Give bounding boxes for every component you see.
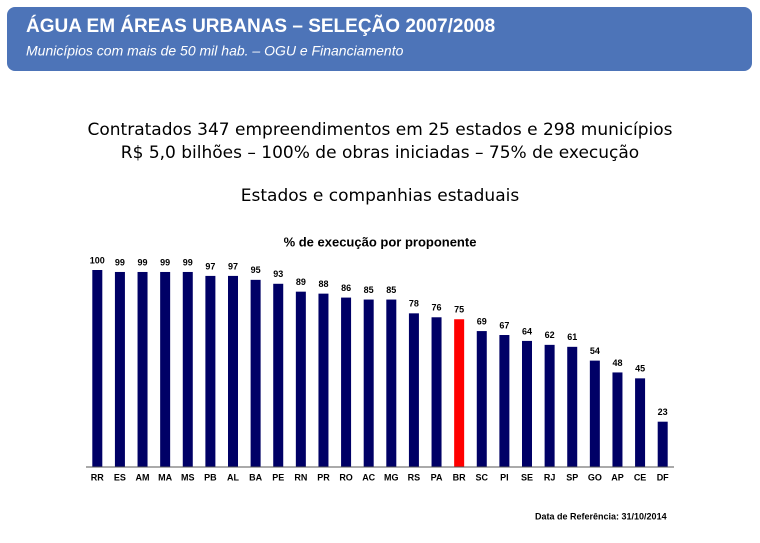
- x-tick-label: RO: [339, 472, 353, 482]
- header-title: ÁGUA EM ÁREAS URBANAS – SELEÇÃO 2007/200…: [26, 15, 495, 37]
- x-tick-label: PE: [272, 472, 284, 482]
- bar: [408, 313, 419, 467]
- value-label: 100: [90, 255, 105, 265]
- bar: [499, 335, 510, 467]
- bar: [318, 293, 329, 467]
- footnote: Data de Referência: 31/10/2014: [535, 511, 667, 521]
- x-tick-label: AL: [227, 472, 239, 482]
- value-label: 76: [432, 303, 442, 313]
- x-tick-label: CE: [634, 472, 647, 482]
- value-label: 48: [612, 358, 622, 368]
- value-label: 97: [228, 261, 238, 271]
- x-tick-label: RN: [294, 472, 307, 482]
- bar: [522, 340, 532, 467]
- value-label: 85: [386, 285, 396, 295]
- value-label: 78: [409, 299, 419, 309]
- summary-line: Contratados 347 empreendimentos em 25 es…: [88, 120, 673, 140]
- section-title: Estados e companhias estaduais: [241, 186, 520, 206]
- x-tick-label: MS: [181, 472, 195, 482]
- x-tick-label: AC: [362, 472, 375, 482]
- x-tick-label: PI: [500, 472, 509, 482]
- x-tick-label: MG: [384, 472, 399, 482]
- bar: [635, 378, 646, 467]
- value-label: 88: [318, 279, 328, 289]
- bar: [386, 299, 397, 467]
- value-label: 69: [477, 316, 487, 326]
- bar: [431, 317, 442, 467]
- value-label: 61: [567, 332, 577, 342]
- value-label: 62: [545, 330, 555, 340]
- x-tick-label: SC: [476, 472, 489, 482]
- bar: [476, 331, 487, 467]
- x-tick-label: RR: [91, 472, 104, 482]
- header-box: [7, 7, 752, 71]
- value-label: 86: [341, 283, 351, 293]
- bar: [544, 344, 555, 467]
- value-label: 54: [590, 346, 600, 356]
- x-tick-label: SE: [521, 472, 533, 482]
- chart-title: % de execução por proponente: [284, 234, 477, 249]
- value-label: 64: [522, 326, 532, 336]
- value-label: 45: [635, 364, 645, 374]
- value-label: 99: [138, 257, 148, 267]
- bar: [250, 279, 261, 467]
- bar: [160, 271, 171, 467]
- bar: [273, 283, 284, 467]
- bar: [567, 346, 578, 467]
- header-subtitle: Municípios com mais de 50 mil hab. – OGU…: [26, 43, 404, 59]
- x-tick-label: SP: [566, 472, 578, 482]
- bar: [612, 372, 623, 467]
- bar: [589, 360, 600, 467]
- x-tick-label: RJ: [544, 472, 556, 482]
- summary-line: R$ 5,0 bilhões – 100% de obras iniciadas…: [121, 143, 639, 163]
- x-tick-label: ES: [114, 472, 126, 482]
- x-tick-label: PB: [204, 472, 217, 482]
- bar: [137, 271, 148, 467]
- bar: [657, 421, 668, 467]
- x-tick-label: AP: [611, 472, 624, 482]
- x-tick-label: RS: [408, 472, 421, 482]
- x-tick-label: DF: [657, 472, 669, 482]
- value-label: 89: [296, 277, 306, 287]
- bar: [363, 299, 374, 467]
- bar: [205, 275, 216, 467]
- bar: [228, 275, 238, 467]
- value-label: 93: [273, 269, 283, 279]
- bar: [454, 319, 465, 467]
- x-tick-label: AM: [136, 472, 150, 482]
- x-tick-label: BA: [249, 472, 262, 482]
- bar: [92, 270, 103, 467]
- bar: [182, 271, 193, 467]
- value-label: 23: [658, 407, 668, 417]
- bar: [295, 291, 306, 467]
- x-tick-label: BR: [453, 472, 466, 482]
- x-tick-label: PR: [317, 472, 330, 482]
- value-label: 85: [364, 285, 374, 295]
- x-tick-label: GO: [588, 472, 602, 482]
- value-label: 67: [499, 320, 509, 330]
- value-label: 99: [115, 257, 125, 267]
- value-label: 95: [251, 265, 261, 275]
- value-label: 97: [205, 261, 215, 271]
- bar: [341, 297, 352, 467]
- x-tick-label: MA: [158, 472, 172, 482]
- bar: [114, 271, 125, 467]
- x-tick-label: PA: [431, 472, 443, 482]
- value-label: 99: [183, 257, 193, 267]
- value-label: 99: [160, 257, 170, 267]
- value-label: 75: [454, 305, 464, 315]
